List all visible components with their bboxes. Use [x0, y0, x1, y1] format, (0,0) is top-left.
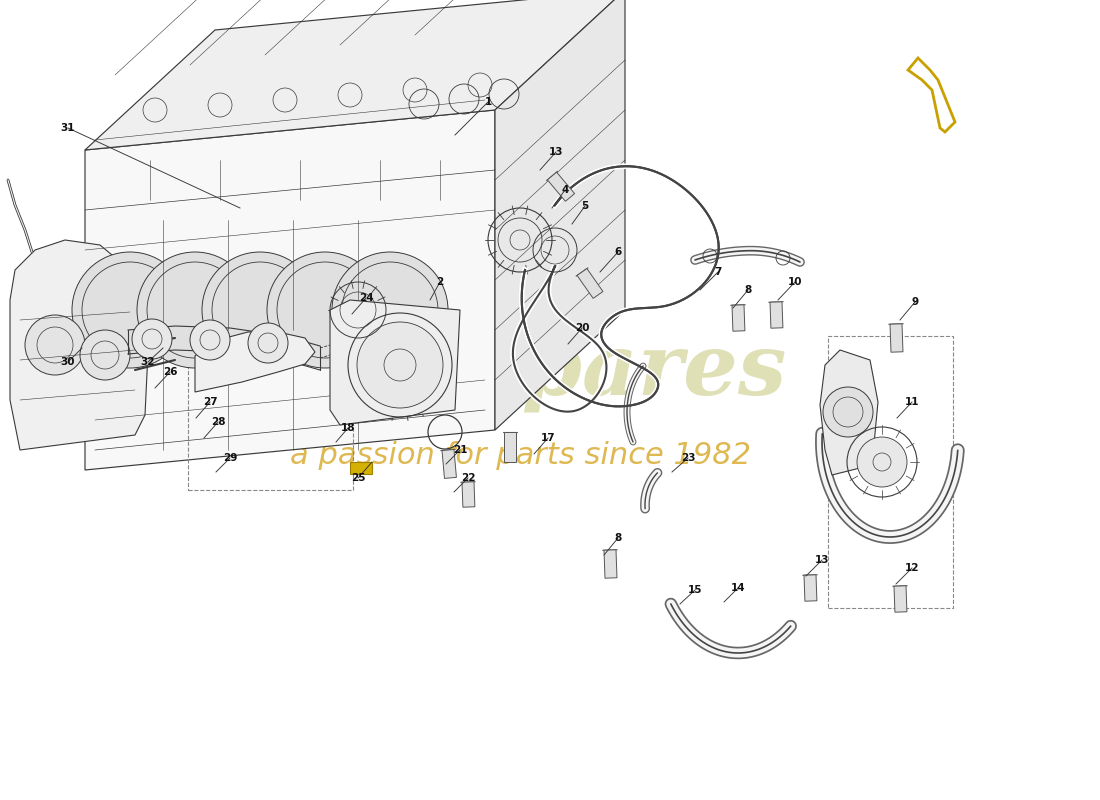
Text: a passion for parts since 1982: a passion for parts since 1982: [289, 441, 750, 470]
Polygon shape: [894, 586, 906, 612]
Text: 23: 23: [681, 453, 695, 463]
Polygon shape: [330, 300, 460, 425]
Text: 25: 25: [351, 473, 365, 483]
Text: 12: 12: [904, 563, 920, 573]
Text: eurospares: eurospares: [253, 328, 786, 412]
Polygon shape: [604, 550, 617, 578]
Text: 30: 30: [60, 357, 75, 367]
Polygon shape: [10, 240, 150, 450]
Polygon shape: [890, 324, 903, 352]
Polygon shape: [504, 432, 516, 462]
Bar: [828, 336, 953, 608]
Circle shape: [25, 315, 85, 375]
Polygon shape: [732, 305, 745, 331]
Polygon shape: [85, 110, 495, 470]
Bar: [188, 345, 353, 490]
Text: 7: 7: [714, 267, 722, 277]
Text: 10: 10: [788, 277, 802, 287]
Text: 31: 31: [60, 123, 75, 133]
Text: 9: 9: [912, 297, 918, 307]
Text: 22: 22: [461, 473, 475, 483]
Text: 1: 1: [484, 97, 492, 107]
Text: 14: 14: [730, 583, 746, 593]
Text: 28: 28: [211, 417, 226, 427]
Circle shape: [138, 252, 253, 368]
Bar: [350, 462, 372, 474]
Circle shape: [248, 323, 288, 363]
Polygon shape: [85, 0, 625, 150]
Text: 20: 20: [574, 323, 590, 333]
Text: 11: 11: [904, 397, 920, 407]
Text: 8: 8: [615, 533, 622, 543]
Polygon shape: [495, 0, 625, 430]
Text: 5: 5: [582, 201, 588, 211]
Polygon shape: [462, 482, 475, 507]
Polygon shape: [804, 574, 817, 601]
Text: 4: 4: [561, 185, 569, 195]
Text: 32: 32: [141, 357, 155, 367]
Circle shape: [358, 322, 443, 408]
Text: 6: 6: [615, 247, 622, 257]
Polygon shape: [195, 332, 315, 392]
Polygon shape: [820, 350, 878, 475]
Text: 8: 8: [745, 285, 751, 295]
Circle shape: [332, 252, 448, 368]
Text: 24: 24: [359, 293, 373, 303]
Text: 2: 2: [437, 277, 443, 287]
Circle shape: [80, 330, 130, 380]
Text: 27: 27: [202, 397, 218, 407]
Text: 17: 17: [541, 433, 556, 443]
Circle shape: [202, 252, 318, 368]
Circle shape: [132, 319, 172, 359]
Polygon shape: [770, 302, 783, 328]
Circle shape: [823, 387, 873, 437]
Text: 29: 29: [223, 453, 238, 463]
Circle shape: [72, 252, 188, 368]
Circle shape: [857, 437, 907, 487]
Text: 13: 13: [815, 555, 829, 565]
Polygon shape: [442, 450, 456, 478]
Text: 21: 21: [453, 445, 468, 455]
Polygon shape: [578, 269, 603, 298]
Text: 18: 18: [341, 423, 355, 433]
Text: 13: 13: [549, 147, 563, 157]
Circle shape: [190, 320, 230, 360]
Polygon shape: [548, 172, 574, 202]
Circle shape: [267, 252, 383, 368]
Text: 26: 26: [163, 367, 177, 377]
Text: 15: 15: [688, 585, 702, 595]
